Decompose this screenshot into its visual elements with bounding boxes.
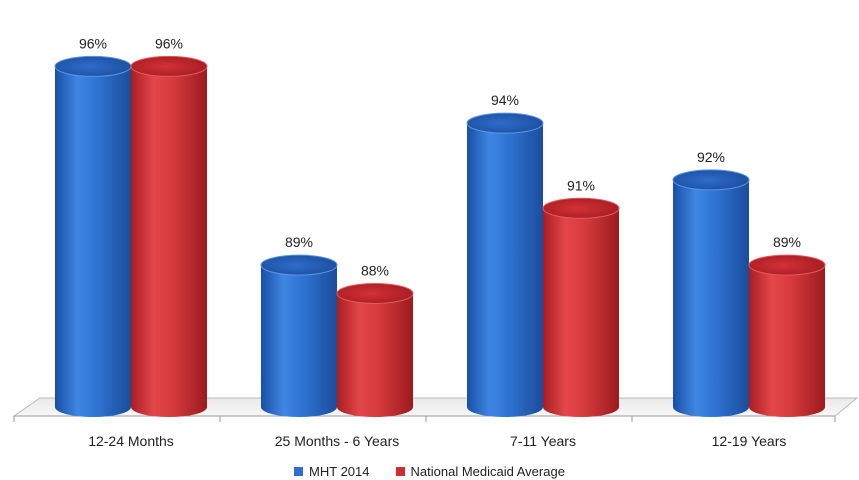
cylinder-body <box>673 180 749 417</box>
cylinder-top <box>749 255 825 275</box>
legend-item-national: National Medicaid Average <box>396 464 565 479</box>
legend-label-mht: MHT 2014 <box>309 464 369 479</box>
cylinder-body <box>337 293 413 417</box>
cylinder-body <box>55 66 131 417</box>
cylinder-bar <box>261 255 337 417</box>
data-label: 96% <box>155 35 183 51</box>
data-label: 89% <box>773 234 801 250</box>
cylinder-body <box>467 123 543 417</box>
data-label: 91% <box>567 177 595 193</box>
x-tick-label: 12-19 Years <box>712 433 787 449</box>
cylinder-bar <box>55 56 131 417</box>
x-tick-label: 7-11 Years <box>510 433 576 449</box>
cylinder-top <box>673 170 749 190</box>
legend-item-mht: MHT 2014 <box>294 464 369 479</box>
data-label: 92% <box>697 149 725 165</box>
legend-swatch-mht <box>294 467 303 476</box>
legend-label-national: National Medicaid Average <box>411 464 565 479</box>
cylinder-body <box>131 66 207 417</box>
cylinder-top <box>55 56 131 76</box>
cylinder-bar <box>131 56 207 417</box>
data-label: 88% <box>361 262 389 278</box>
cylinder-top <box>131 56 207 76</box>
data-label: 89% <box>285 234 313 250</box>
cylinder-body <box>543 208 619 417</box>
cylinder-bar <box>749 255 825 417</box>
cylinder-bar <box>337 283 413 417</box>
cylinder-body <box>261 265 337 417</box>
cylinder-bar-chart: 96% 96% 89% 88% 94% 91% 92% 89% 12-24 Months 25 … <box>0 0 859 462</box>
data-label: 94% <box>491 92 519 108</box>
legend-swatch-national <box>396 467 405 476</box>
legend: MHT 2014 National Medicaid Average <box>0 462 859 480</box>
data-label: 96% <box>79 35 107 51</box>
cylinder-body <box>749 265 825 417</box>
cylinder-top <box>337 283 413 303</box>
cylinder-bar <box>673 170 749 417</box>
x-tick-label: 12-24 Months <box>88 433 174 449</box>
x-tick-label: 25 Months - 6 Years <box>275 433 400 449</box>
cylinder-top <box>261 255 337 275</box>
cylinder-bar <box>543 198 619 417</box>
cylinder-bar <box>467 113 543 417</box>
cylinder-top <box>543 198 619 218</box>
cylinder-top <box>467 113 543 133</box>
